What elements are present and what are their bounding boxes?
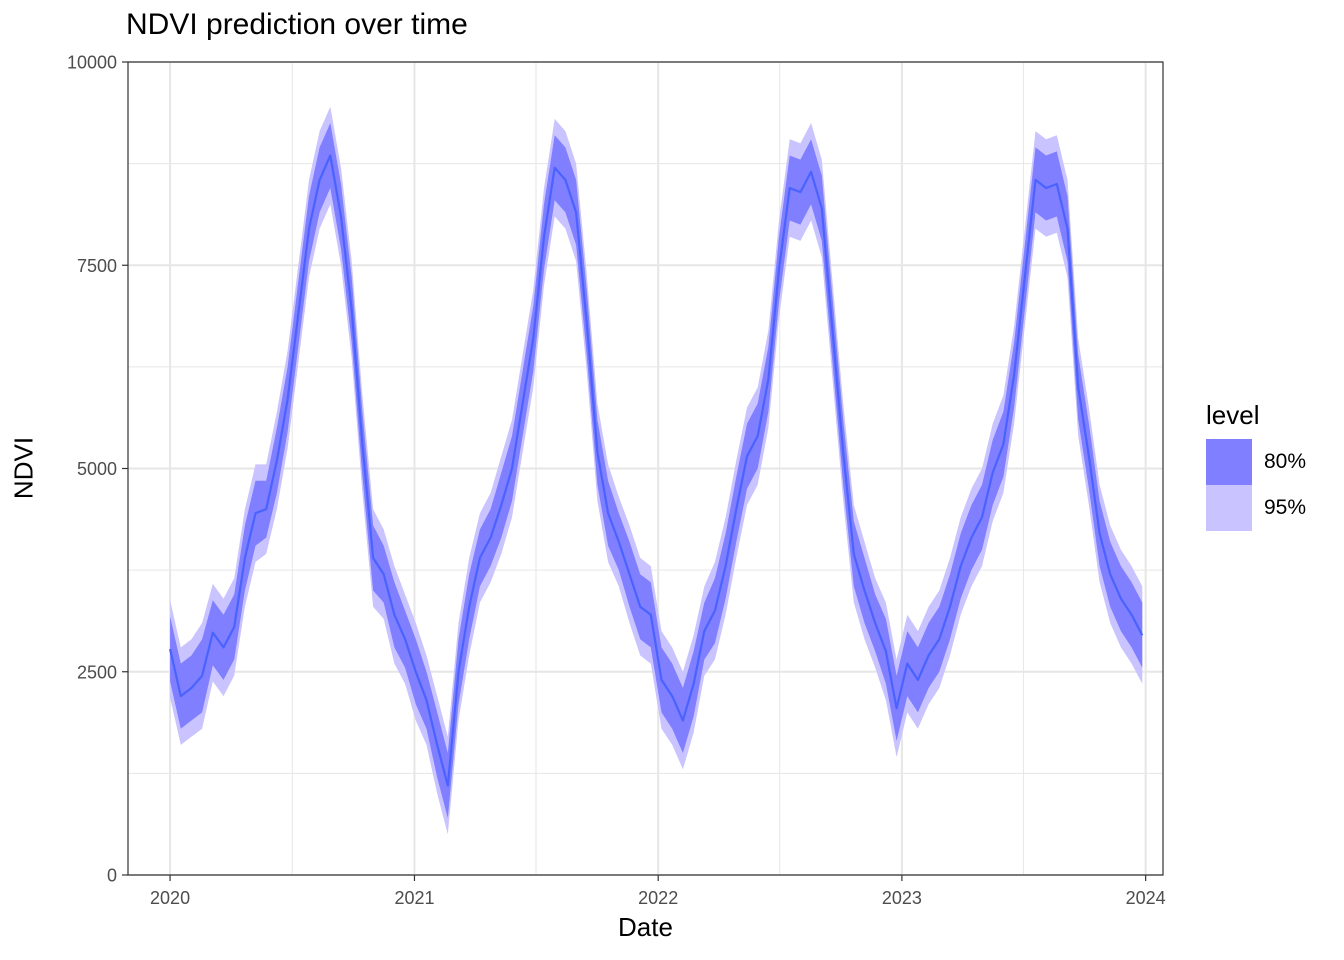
grid-lines: [128, 61, 1163, 876]
band-80: [170, 123, 1143, 819]
legend-swatch-95: [1206, 485, 1252, 531]
x-tick-label: 2024: [1126, 888, 1166, 908]
axes: 0 2500 5000 7500 10000 2020 2021 2022 2023 2024: [67, 53, 1166, 909]
legend-title: level: [1206, 400, 1260, 430]
prediction-line: [169, 154, 1144, 787]
y-tick-label: 10000: [67, 53, 117, 73]
legend-label-80: 80%: [1264, 450, 1307, 473]
legend-item-80: 80%: [1206, 439, 1306, 485]
legend-swatch-80: [1206, 439, 1252, 485]
y-tick-label: 0: [107, 866, 117, 886]
x-tick-label: 2020: [150, 888, 190, 908]
x-axis-label: Date: [618, 912, 673, 942]
prediction-series-line: [169, 154, 1144, 787]
y-tick-label: 7500: [77, 256, 117, 276]
x-tick-label: 2021: [394, 888, 434, 908]
y-axis-label: NDVI: [8, 436, 39, 500]
legend: level 80% 95%: [1206, 400, 1306, 531]
legend-item-95: 95%: [1206, 485, 1306, 531]
chart-title: NDVI prediction over time: [126, 8, 468, 41]
y-tick-label: 5000: [77, 459, 117, 479]
confidence-bands: [170, 106, 1143, 835]
x-tick-label: 2022: [638, 888, 678, 908]
x-tick-label: 2023: [882, 888, 922, 908]
legend-label-95: 95%: [1264, 496, 1307, 519]
y-tick-label: 2500: [77, 662, 117, 682]
